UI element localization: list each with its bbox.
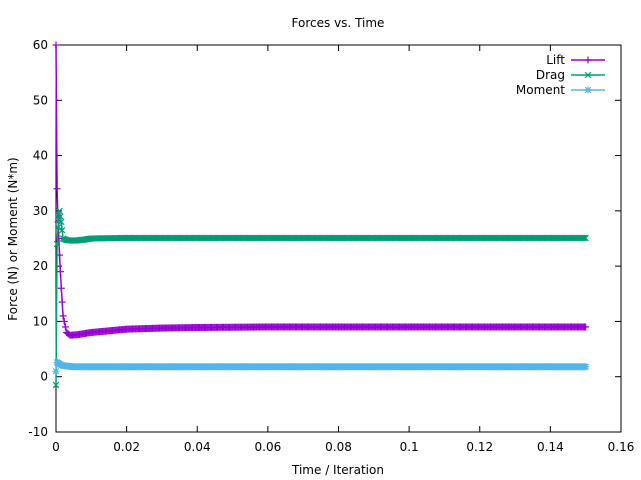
legend-label: Lift	[546, 53, 565, 67]
axis-ticks: -10 0 10 20 30 40 50 60 0 0.02 0.04 0.06 0.08 0.1 0.12…	[28, 38, 634, 454]
legend-entry-lift: Lift	[546, 53, 605, 67]
data-point	[52, 381, 60, 389]
x-tick-label: 0.04	[184, 440, 211, 454]
data-point	[582, 323, 590, 331]
data-point	[60, 317, 68, 325]
data-point	[582, 234, 589, 242]
data-point	[58, 226, 66, 234]
y-tick-label: 10	[33, 314, 48, 328]
x-tick-label: 0	[52, 440, 60, 454]
x-tick-label: 0.12	[466, 440, 493, 454]
series-layer	[52, 41, 590, 389]
data-point	[57, 284, 65, 292]
legend-entry-moment: Moment	[516, 83, 605, 97]
legend-label: Drag	[536, 68, 565, 82]
y-tick-label: -10	[28, 425, 48, 439]
data-point	[52, 41, 60, 49]
data-point	[52, 367, 60, 375]
data-point	[580, 234, 587, 242]
series-drag	[52, 207, 589, 389]
y-tick-label: 30	[33, 204, 48, 218]
x-tick-label: 0.1	[400, 440, 419, 454]
x-tick-label: 0.14	[537, 440, 564, 454]
data-point	[57, 213, 64, 220]
legend-entry-drag: Drag	[536, 68, 605, 82]
legend-marker	[584, 71, 592, 79]
data-point	[56, 207, 63, 215]
y-tick-label: 60	[33, 38, 48, 52]
legend-marker	[584, 86, 592, 94]
y-tick-label: 0	[40, 370, 48, 384]
x-tick-label: 0.08	[325, 440, 352, 454]
y-axis-label: Force (N) or Moment (N*m)	[6, 157, 20, 320]
x-tick-label: 0.02	[113, 440, 140, 454]
series-lift	[52, 41, 590, 339]
y-tick-label: 40	[33, 149, 48, 163]
data-point	[581, 234, 588, 242]
series-line	[55, 44, 586, 337]
data-point	[54, 224, 62, 231]
data-point	[55, 235, 63, 242]
x-tick-label: 0.16	[608, 440, 635, 454]
data-point	[56, 268, 64, 276]
data-point	[582, 363, 590, 371]
data-point	[59, 312, 67, 320]
legend-marker	[584, 56, 592, 64]
data-point	[61, 323, 69, 331]
data-point	[58, 298, 66, 306]
data-point	[58, 218, 65, 226]
x-axis-label: Time / Iteration	[291, 463, 384, 477]
chart-title: Forces vs. Time	[292, 16, 385, 30]
x-tick-label: 0.06	[255, 440, 282, 454]
y-tick-label: 50	[33, 93, 48, 107]
legend-label: Moment	[516, 83, 565, 97]
data-point	[53, 240, 61, 248]
data-point	[53, 185, 61, 193]
series-moment	[52, 358, 590, 375]
y-tick-label: 20	[33, 259, 48, 273]
